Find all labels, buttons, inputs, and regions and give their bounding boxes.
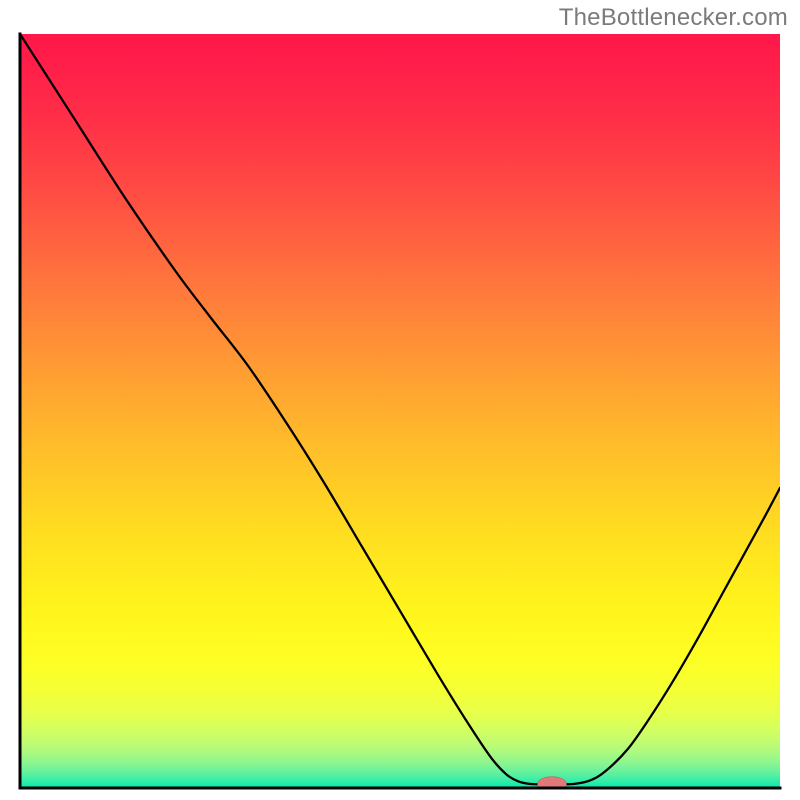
watermark-text: TheBottlenecker.com xyxy=(559,4,788,32)
chart-frame: TheBottlenecker.com xyxy=(0,0,800,800)
chart-svg xyxy=(0,0,800,800)
gradient-background xyxy=(20,34,780,788)
